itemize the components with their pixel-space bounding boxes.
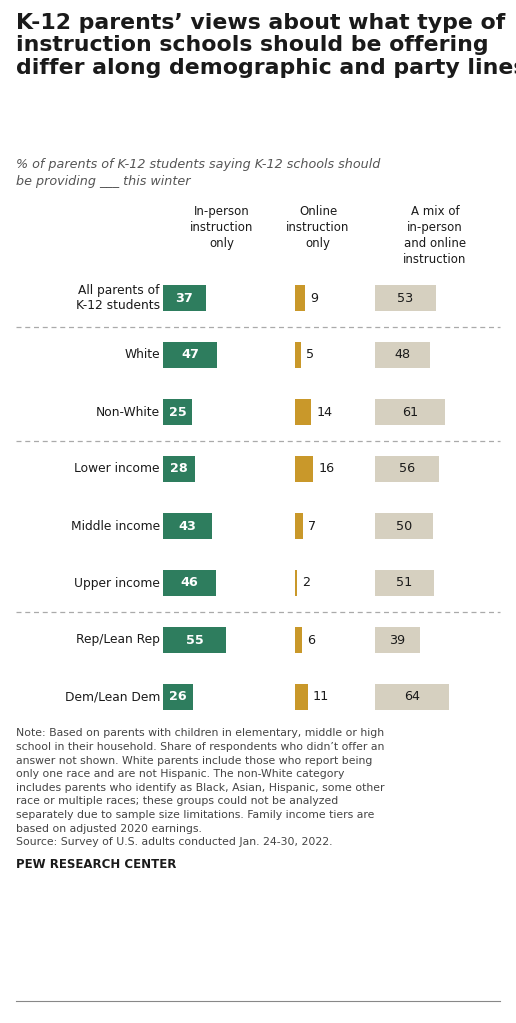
- Bar: [375, 513, 432, 539]
- Text: 25: 25: [169, 405, 186, 418]
- Text: 7: 7: [308, 520, 316, 533]
- Bar: [375, 684, 448, 710]
- Text: 16: 16: [318, 462, 334, 476]
- Bar: [163, 570, 216, 596]
- Text: % of parents of K-12 students saying K-12 schools should
be providing ___ this w: % of parents of K-12 students saying K-1…: [16, 158, 380, 188]
- Text: 48: 48: [395, 349, 411, 361]
- Bar: [375, 399, 445, 425]
- Text: All parents of
K-12 students: All parents of K-12 students: [76, 283, 160, 312]
- Text: Note: Based on parents with children in elementary, middle or high
school in the: Note: Based on parents with children in …: [16, 728, 384, 847]
- Bar: [163, 456, 195, 482]
- Bar: [375, 570, 433, 596]
- Bar: [375, 285, 436, 311]
- Text: Upper income: Upper income: [74, 577, 160, 589]
- Bar: [163, 513, 213, 539]
- Text: 14: 14: [316, 405, 332, 418]
- Text: PEW RESEARCH CENTER: PEW RESEARCH CENTER: [16, 858, 176, 872]
- Bar: [295, 627, 302, 653]
- Text: 26: 26: [169, 691, 187, 704]
- Text: 37: 37: [175, 292, 193, 305]
- Text: 64: 64: [404, 691, 420, 704]
- Text: 46: 46: [181, 577, 198, 589]
- Text: 50: 50: [396, 520, 412, 533]
- Bar: [163, 684, 193, 710]
- Text: In-person
instruction
only: In-person instruction only: [190, 205, 254, 250]
- Text: Non-White: Non-White: [96, 405, 160, 418]
- Text: A mix of
in-person
and online
instruction: A mix of in-person and online instructio…: [404, 205, 466, 266]
- Text: 55: 55: [186, 633, 203, 647]
- Text: 9: 9: [310, 292, 318, 305]
- Text: 53: 53: [397, 292, 414, 305]
- Bar: [163, 342, 217, 368]
- Bar: [375, 627, 420, 653]
- Text: 28: 28: [170, 462, 188, 476]
- Text: 51: 51: [396, 577, 412, 589]
- Bar: [295, 570, 297, 596]
- Bar: [295, 399, 311, 425]
- Bar: [295, 285, 305, 311]
- Bar: [163, 285, 205, 311]
- Text: Lower income: Lower income: [74, 462, 160, 476]
- Bar: [295, 456, 313, 482]
- Bar: [295, 684, 308, 710]
- Text: 43: 43: [179, 520, 197, 533]
- Text: 6: 6: [307, 633, 315, 647]
- Bar: [375, 456, 440, 482]
- Text: Online
instruction
only: Online instruction only: [286, 205, 350, 250]
- Bar: [375, 342, 430, 368]
- Text: 47: 47: [181, 349, 199, 361]
- Text: 61: 61: [402, 405, 418, 418]
- Text: Dem/Lean Dem: Dem/Lean Dem: [64, 691, 160, 704]
- Bar: [163, 399, 192, 425]
- Bar: [295, 342, 301, 368]
- Text: Middle income: Middle income: [71, 520, 160, 533]
- Text: 39: 39: [390, 633, 406, 647]
- Text: K-12 parents’ views about what type of
instruction schools should be offering
di: K-12 parents’ views about what type of i…: [16, 13, 516, 78]
- Text: 5: 5: [306, 349, 314, 361]
- Text: Rep/Lean Rep: Rep/Lean Rep: [76, 633, 160, 647]
- Text: White: White: [124, 349, 160, 361]
- Bar: [295, 513, 303, 539]
- Text: 56: 56: [399, 462, 415, 476]
- Bar: [163, 627, 226, 653]
- Text: 2: 2: [302, 577, 310, 589]
- Text: 11: 11: [313, 691, 329, 704]
